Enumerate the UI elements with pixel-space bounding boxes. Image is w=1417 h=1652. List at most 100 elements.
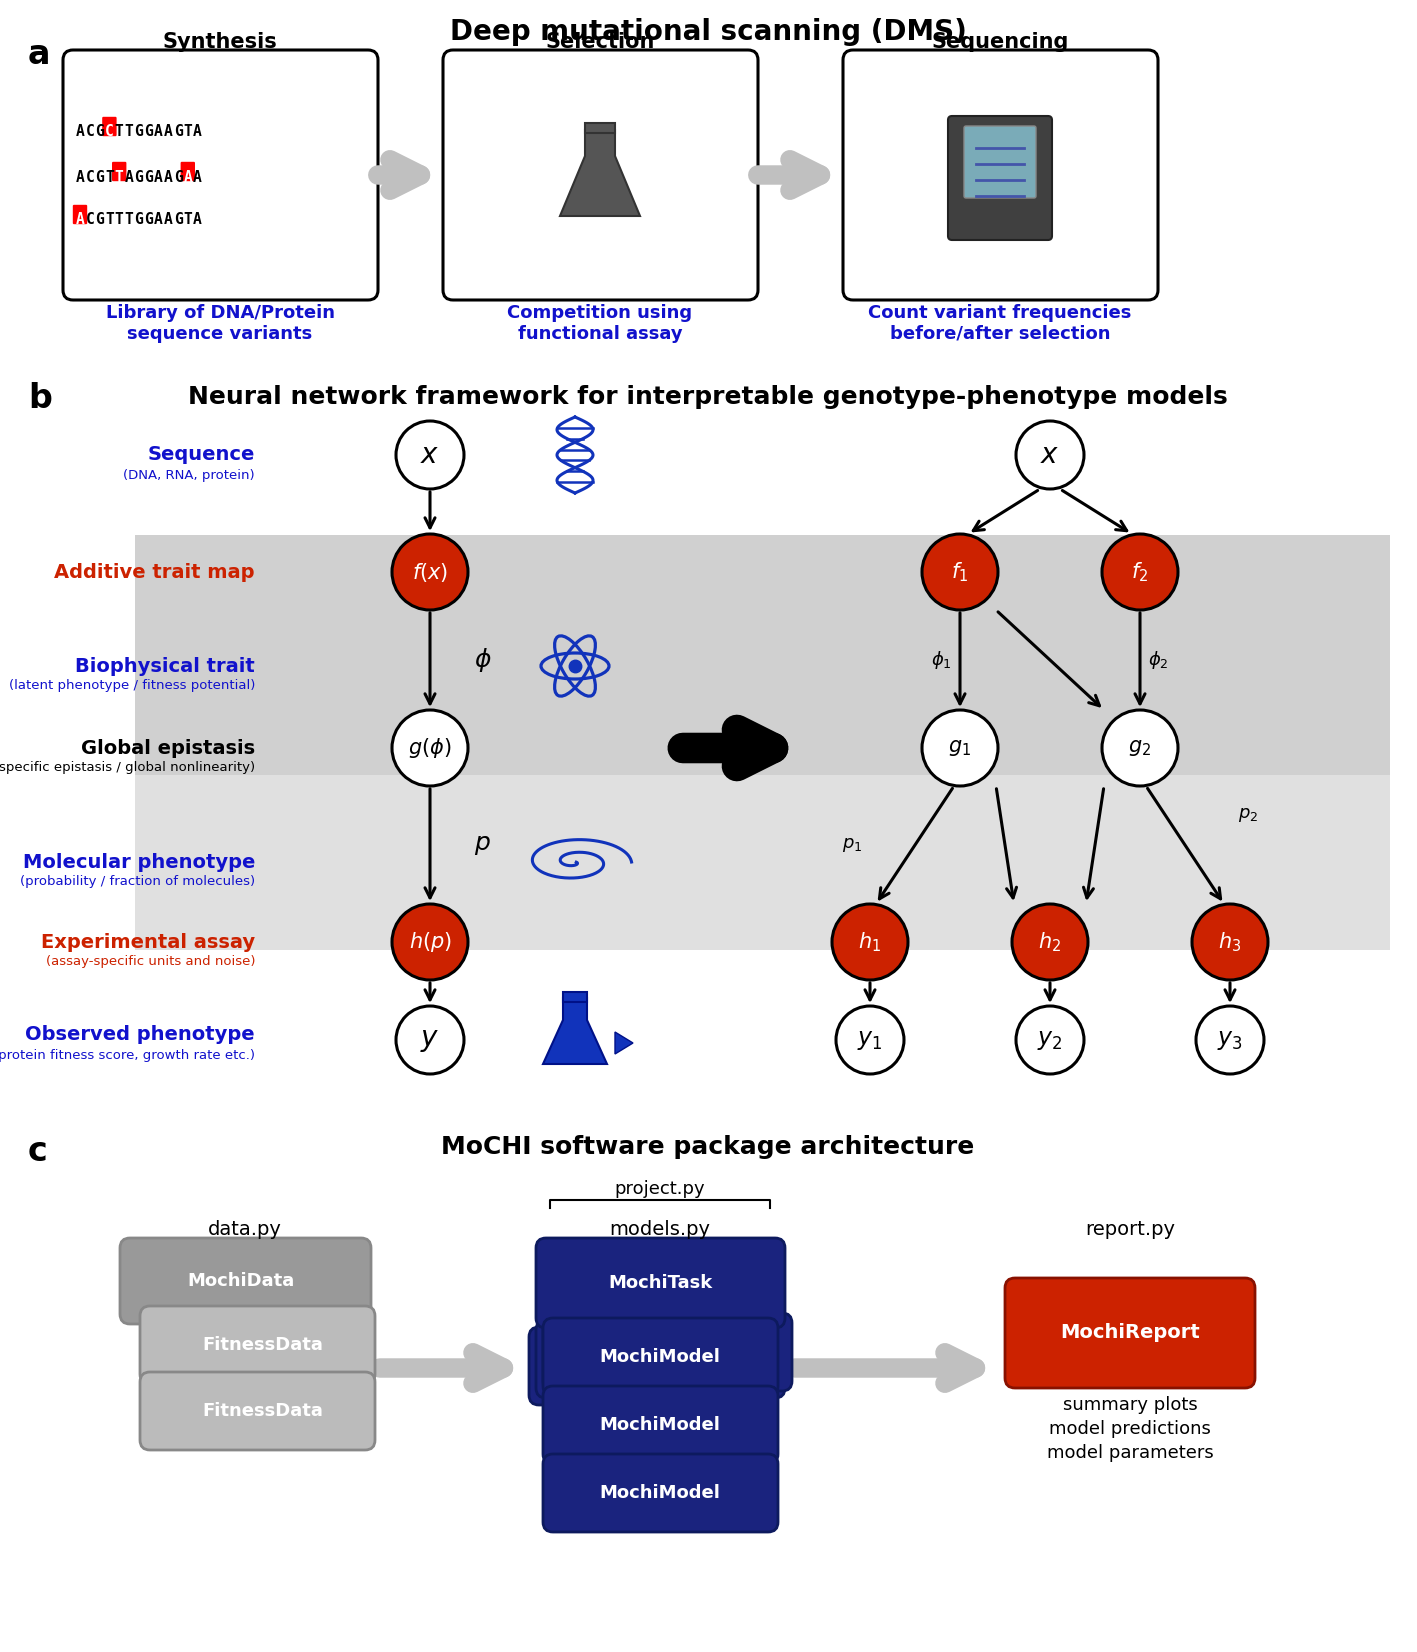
FancyBboxPatch shape <box>444 50 758 301</box>
Text: FitnessData: FitnessData <box>203 1336 323 1355</box>
Text: data.py: data.py <box>208 1219 282 1239</box>
Text: A: A <box>193 124 203 139</box>
Text: summary plots: summary plots <box>1063 1396 1197 1414</box>
Text: $y_1$: $y_1$ <box>857 1028 883 1052</box>
FancyBboxPatch shape <box>843 50 1158 301</box>
FancyBboxPatch shape <box>543 1313 792 1391</box>
Text: c: c <box>28 1135 48 1168</box>
Text: MoCHI software package architecture: MoCHI software package architecture <box>441 1135 975 1160</box>
Text: $h_1$: $h_1$ <box>859 930 881 953</box>
Circle shape <box>395 1006 463 1074</box>
Text: T: T <box>183 124 193 139</box>
FancyBboxPatch shape <box>62 50 378 301</box>
Polygon shape <box>615 1032 633 1054</box>
Text: T: T <box>183 213 193 228</box>
Circle shape <box>1016 421 1084 489</box>
FancyBboxPatch shape <box>964 126 1036 198</box>
Text: A: A <box>75 170 85 185</box>
Text: (protein fitness score, growth rate etc.): (protein fitness score, growth rate etc.… <box>0 1049 255 1062</box>
Text: MochiData: MochiData <box>187 1272 295 1290</box>
Text: A: A <box>164 124 173 139</box>
FancyBboxPatch shape <box>948 116 1051 240</box>
Bar <box>563 991 587 1003</box>
Circle shape <box>1012 904 1088 980</box>
Polygon shape <box>560 131 640 216</box>
Text: G: G <box>145 170 153 185</box>
FancyBboxPatch shape <box>543 1454 778 1531</box>
Text: A: A <box>193 213 203 228</box>
Text: $p_2$: $p_2$ <box>1238 806 1258 824</box>
Text: A: A <box>193 170 203 185</box>
Text: C: C <box>85 124 94 139</box>
Text: $h_2$: $h_2$ <box>1039 930 1061 953</box>
Text: model predictions: model predictions <box>1049 1421 1212 1437</box>
Circle shape <box>1102 710 1178 786</box>
Text: MochiModel: MochiModel <box>599 1483 720 1502</box>
Text: T: T <box>115 170 123 185</box>
Circle shape <box>836 1006 904 1074</box>
Text: Observed phenotype: Observed phenotype <box>26 1026 255 1044</box>
Text: A: A <box>164 213 173 228</box>
Text: models.py: models.py <box>609 1219 710 1239</box>
Text: G: G <box>135 213 143 228</box>
Text: $\phi$: $\phi$ <box>475 646 492 674</box>
FancyBboxPatch shape <box>72 205 88 225</box>
Text: G: G <box>135 170 143 185</box>
Text: A: A <box>75 124 85 139</box>
Text: $h_3$: $h_3$ <box>1219 930 1241 953</box>
FancyBboxPatch shape <box>1005 1279 1255 1388</box>
FancyBboxPatch shape <box>536 1320 785 1398</box>
Text: Experimental assay: Experimental assay <box>41 932 255 952</box>
Text: G: G <box>95 124 103 139</box>
Text: G: G <box>174 124 183 139</box>
Text: $\phi_2$: $\phi_2$ <box>1148 649 1169 671</box>
Text: Biophysical trait: Biophysical trait <box>75 656 255 676</box>
Circle shape <box>1102 534 1178 610</box>
FancyBboxPatch shape <box>529 1327 778 1404</box>
FancyBboxPatch shape <box>536 1237 785 1328</box>
Text: A: A <box>154 124 163 139</box>
Text: $y$: $y$ <box>421 1026 439 1054</box>
Text: report.py: report.py <box>1085 1219 1175 1239</box>
Text: $g(\phi)$: $g(\phi)$ <box>408 737 452 760</box>
Text: MochiReport: MochiReport <box>1060 1323 1200 1343</box>
Text: $g_1$: $g_1$ <box>948 738 972 758</box>
Text: A: A <box>125 170 133 185</box>
Text: T: T <box>125 124 133 139</box>
Text: Library of DNA/Protein
sequence variants: Library of DNA/Protein sequence variants <box>105 304 334 344</box>
Text: T: T <box>115 124 123 139</box>
Text: $\phi_1$: $\phi_1$ <box>931 649 952 671</box>
Text: C: C <box>105 124 113 139</box>
Text: A: A <box>154 213 163 228</box>
Text: $f_1$: $f_1$ <box>951 560 969 583</box>
Text: $f_2$: $f_2$ <box>1131 560 1149 583</box>
Text: model parameters: model parameters <box>1047 1444 1213 1462</box>
Text: Competition using
functional assay: Competition using functional assay <box>507 304 693 344</box>
Text: $p_1$: $p_1$ <box>842 836 862 854</box>
Text: Neural network framework for interpretable genotype-phenotype models: Neural network framework for interpretab… <box>188 385 1229 410</box>
Text: G: G <box>145 213 153 228</box>
Text: A: A <box>154 170 163 185</box>
Bar <box>135 535 1390 775</box>
Text: G: G <box>135 124 143 139</box>
Circle shape <box>1016 1006 1084 1074</box>
Text: A: A <box>164 170 173 185</box>
Text: A: A <box>183 170 193 185</box>
Text: Additive trait map: Additive trait map <box>54 562 255 582</box>
Text: a: a <box>28 38 51 71</box>
Text: (probability / fraction of molecules): (probability / fraction of molecules) <box>20 876 255 889</box>
FancyBboxPatch shape <box>120 1237 371 1323</box>
Circle shape <box>922 534 998 610</box>
Text: T: T <box>105 170 113 185</box>
Text: $p$: $p$ <box>475 833 490 857</box>
Text: (latent phenotype / fitness potential): (latent phenotype / fitness potential) <box>9 679 255 692</box>
Polygon shape <box>543 998 606 1064</box>
Text: $y_2$: $y_2$ <box>1037 1028 1063 1052</box>
Text: project.py: project.py <box>615 1180 706 1198</box>
Text: T: T <box>125 213 133 228</box>
Circle shape <box>832 904 908 980</box>
Circle shape <box>393 534 468 610</box>
Text: (non-specific epistasis / global nonlinearity): (non-specific epistasis / global nonline… <box>0 762 255 775</box>
Text: T: T <box>105 213 113 228</box>
Circle shape <box>393 904 468 980</box>
